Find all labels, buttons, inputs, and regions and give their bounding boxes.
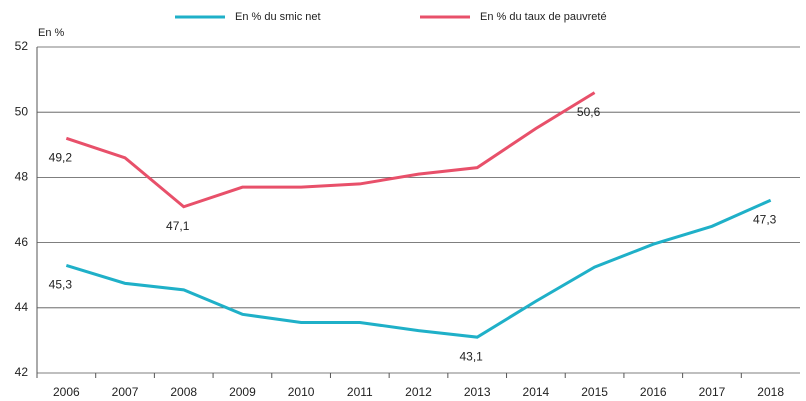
y-tick-label: 42: [15, 365, 29, 379]
x-tick-label: 2011: [347, 385, 373, 399]
data-label: 49,2: [49, 150, 73, 164]
legend-label: En % du taux de pauvreté: [480, 11, 607, 23]
x-tick-label: 2016: [640, 385, 667, 399]
x-tick-label: 2017: [699, 385, 726, 399]
y-tick-label: 46: [15, 235, 29, 249]
y-tick-label: 48: [15, 170, 29, 184]
x-tick-label: 2014: [523, 385, 550, 399]
data-label: 47,1: [166, 219, 190, 233]
series-line: [65, 198, 772, 339]
y-axis-label: En %: [38, 27, 65, 39]
data-label: 47,3: [753, 212, 777, 226]
x-tick-label: 2009: [229, 385, 256, 399]
x-tick-label: 2013: [464, 385, 491, 399]
data-label: 45,3: [49, 278, 73, 292]
series-line: [65, 91, 596, 209]
x-tick-label: 2015: [581, 385, 608, 399]
x-tick-label: 2007: [112, 385, 139, 399]
x-tick-label: 2010: [288, 385, 315, 399]
x-tick-label: 2012: [405, 385, 432, 399]
y-tick-label: 52: [15, 39, 29, 53]
x-tick-label: 2018: [757, 385, 784, 399]
x-tick-label: 2008: [170, 385, 197, 399]
x-tick-label: 2006: [53, 385, 80, 399]
y-tick-label: 50: [15, 104, 29, 118]
data-label: 50,6: [577, 105, 601, 119]
legend-label: En % du smic net: [235, 11, 321, 23]
y-tick-label: 44: [15, 300, 29, 314]
data-label: 43,1: [460, 349, 484, 363]
